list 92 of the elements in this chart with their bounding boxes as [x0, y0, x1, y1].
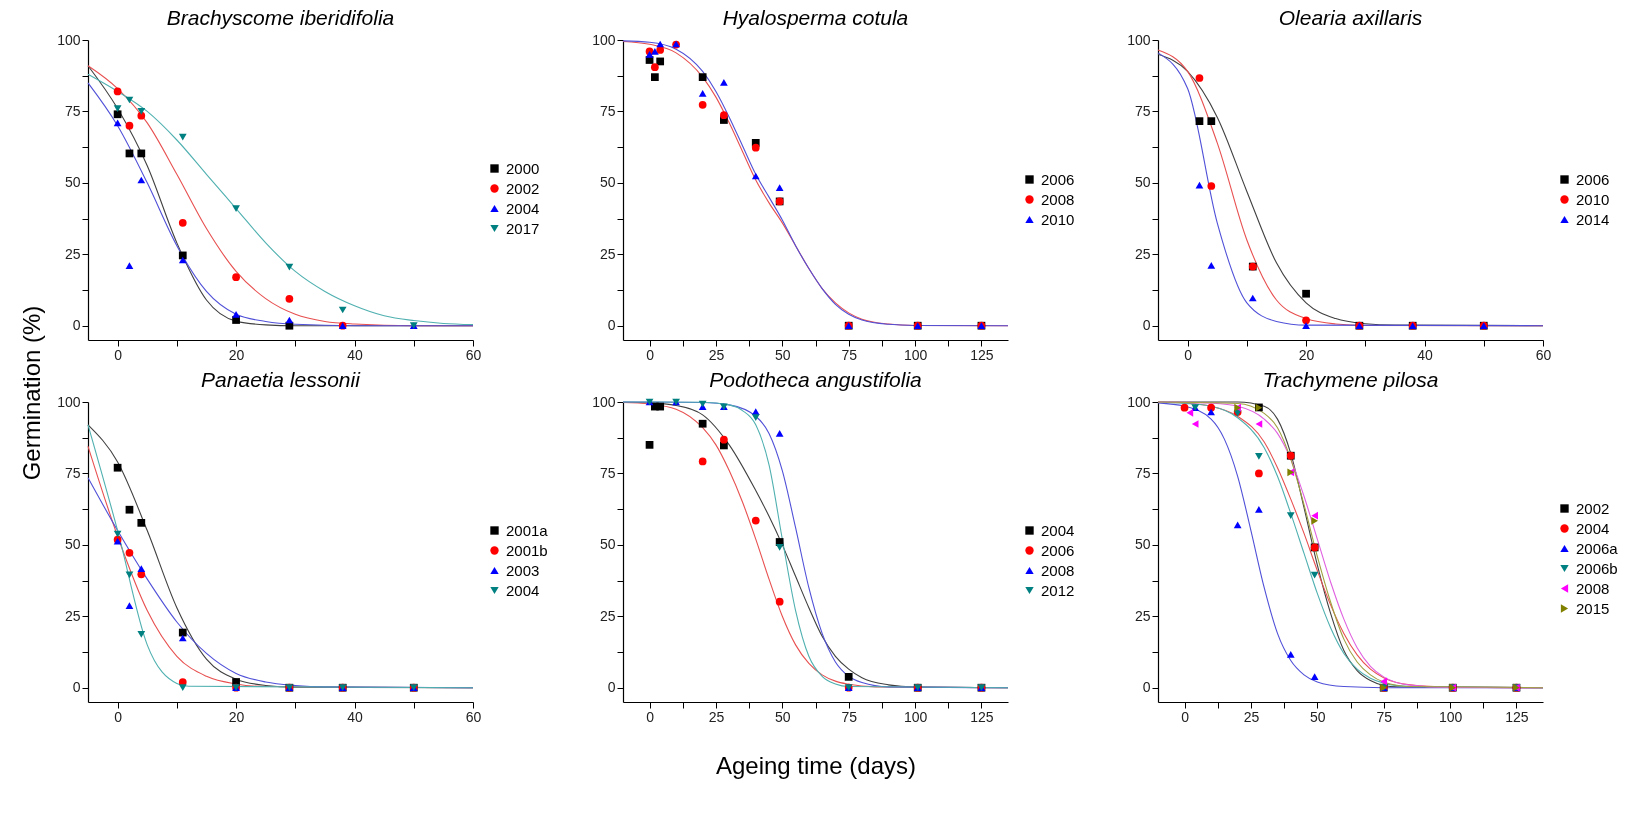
chart-title: Hyalosperma cotula [722, 6, 909, 29]
legend-label: 2006 [1041, 541, 1075, 559]
legend-label: 2012 [1041, 581, 1075, 599]
x-tick-label: 60 [465, 346, 482, 363]
y-tick-label: 100 [57, 393, 81, 410]
x-tick-label: 25 [708, 346, 725, 363]
x-tick-label: 40 [1417, 346, 1434, 363]
x-tick-label: 100 [903, 708, 928, 725]
legend-label: 2002 [506, 179, 540, 197]
x-tick-label: 50 [775, 346, 791, 363]
legend-label: 2008 [1576, 579, 1610, 597]
y-tick-label: 75 [1134, 464, 1151, 481]
x-tick-label: 0 [114, 346, 123, 363]
chart-title: Olearia axillaris [1278, 6, 1423, 29]
legend-label: 2017 [506, 219, 540, 237]
legend-label: 2014 [1576, 210, 1610, 228]
y-tick-label: 0 [607, 679, 616, 696]
legend-label: 2008 [1041, 190, 1075, 208]
y-tick-label: 75 [64, 464, 81, 481]
y-tick-label: 100 [592, 31, 616, 48]
y-tick-label: 25 [64, 245, 81, 262]
legend-label: 2000 [506, 159, 540, 177]
y-tick-label: 75 [599, 102, 616, 119]
y-tick-label: 25 [1134, 607, 1151, 624]
y-tick-label: 25 [1134, 245, 1151, 262]
legend-label: 2002 [1576, 499, 1610, 517]
chart-title: Trachymene pilosa [1262, 368, 1439, 391]
legend-label: 2006 [1041, 170, 1075, 188]
y-tick-label: 50 [64, 536, 81, 553]
legend-label: 2015 [1576, 599, 1610, 617]
x-tick-label: 0 [1181, 708, 1190, 725]
legend-label: 2001a [506, 521, 549, 539]
legend-label: 2010 [1576, 190, 1610, 208]
x-tick-label: 60 [465, 708, 482, 725]
y-tick-label: 75 [1134, 102, 1151, 119]
y-tick-label: 50 [64, 174, 81, 191]
y-tick-label: 25 [599, 245, 616, 262]
chart-title: Panaetia lessonii [201, 368, 362, 391]
x-tick-label: 125 [1505, 708, 1529, 725]
y-tick-label: 0 [1142, 317, 1151, 334]
y-tick-label: 0 [607, 317, 616, 334]
legend-label: 2004 [1576, 519, 1610, 537]
y-tick-label: 50 [1134, 536, 1151, 553]
legend-label: 2006 [1576, 170, 1610, 188]
chart-title: Brachyscome iberidifolia [166, 6, 395, 29]
y-tick-label: 100 [1127, 31, 1151, 48]
x-axis-title: Ageing time (days) [715, 751, 917, 779]
x-tick-label: 75 [841, 346, 858, 363]
legend-label: 2004 [1041, 521, 1075, 539]
legend-label: 2004 [506, 199, 540, 217]
y-tick-label: 0 [1142, 679, 1151, 696]
x-tick-label: 100 [1438, 708, 1463, 725]
x-tick-label: 40 [347, 346, 364, 363]
x-tick-label: 0 [1184, 346, 1193, 363]
x-tick-label: 0 [646, 708, 655, 725]
x-tick-label: 0 [114, 708, 123, 725]
x-tick-label: 75 [1376, 708, 1393, 725]
y-tick-label: 50 [599, 536, 616, 553]
y-tick-label: 75 [64, 102, 81, 119]
x-tick-label: 75 [841, 708, 858, 725]
x-tick-label: 40 [347, 708, 364, 725]
chart-title: Podotheca angustifolia [709, 368, 922, 391]
y-tick-label: 0 [72, 317, 81, 334]
legend-label: 2001b [506, 541, 548, 559]
legend-label: 2004 [506, 581, 540, 599]
x-tick-label: 20 [228, 708, 245, 725]
y-tick-label: 50 [1134, 174, 1151, 191]
x-tick-label: 125 [970, 346, 994, 363]
y-tick-label: 25 [599, 607, 616, 624]
legend-label: 2008 [1041, 561, 1075, 579]
x-tick-label: 125 [970, 708, 994, 725]
x-tick-label: 20 [1298, 346, 1315, 363]
x-tick-label: 25 [708, 708, 725, 725]
x-tick-label: 100 [903, 346, 928, 363]
x-tick-label: 20 [228, 346, 245, 363]
y-tick-label: 25 [64, 607, 81, 624]
x-tick-label: 0 [646, 346, 655, 363]
y-tick-label: 100 [1127, 393, 1151, 410]
y-tick-label: 75 [599, 464, 616, 481]
x-tick-label: 50 [775, 708, 791, 725]
y-tick-label: 0 [72, 679, 81, 696]
x-tick-label: 50 [1310, 708, 1326, 725]
y-tick-label: 100 [592, 393, 616, 410]
legend-label: 2003 [506, 561, 540, 579]
y-tick-label: 100 [57, 31, 81, 48]
x-tick-label: 25 [1243, 708, 1260, 725]
legend-label: 2010 [1041, 210, 1075, 228]
legend-label: 2006a [1576, 539, 1619, 557]
x-tick-label: 60 [1535, 346, 1552, 363]
legend-label: 2006b [1576, 559, 1618, 577]
y-tick-label: 50 [599, 174, 616, 191]
y-axis-title: Germination (%) [17, 305, 45, 481]
